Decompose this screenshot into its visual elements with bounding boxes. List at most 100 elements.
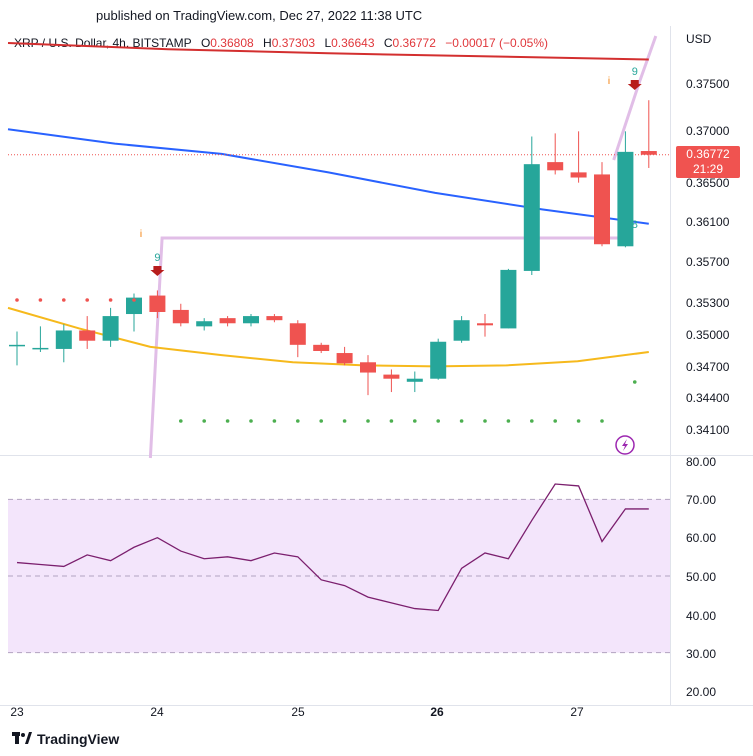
signal-dot-green <box>553 419 557 423</box>
candle-body <box>149 295 166 312</box>
ma-red-line <box>7 42 649 61</box>
trend-envelope-upper <box>612 35 658 161</box>
signal-dot-green <box>436 419 441 423</box>
price-tick-label: 0.35300 <box>686 296 730 310</box>
arrow-down-icon <box>627 80 642 90</box>
open-label: O <box>200 36 211 50</box>
bar-countdown: 21:29 <box>692 162 724 176</box>
time-tick-label: 23 <box>10 705 24 719</box>
signal-dot-green <box>202 419 206 423</box>
candle-body <box>126 297 142 315</box>
candle-body <box>430 341 447 379</box>
candle-body <box>406 378 423 382</box>
rsi-tick-label: 60.00 <box>686 531 716 545</box>
candle-body <box>172 309 189 324</box>
time-tick-label: 26 <box>430 705 444 719</box>
price-tick-label: 0.34100 <box>686 423 730 437</box>
tradingview-brand[interactable]: TradingView <box>12 731 119 747</box>
candle-body <box>477 323 493 326</box>
published-caption: published on TradingView.com, Dec 27, 20… <box>96 8 423 23</box>
price-tick-label: 0.35000 <box>686 328 730 342</box>
signal-dot-green <box>225 419 230 423</box>
td-count-top: 9 <box>632 66 638 78</box>
info-mark: i <box>608 76 610 87</box>
signal-dot-green <box>272 419 277 423</box>
signal-dot-green <box>342 419 347 423</box>
signal-dot-green <box>413 419 417 423</box>
lightning-icon <box>615 435 635 455</box>
info-mark: i <box>140 229 142 240</box>
price-tick-label: 0.35700 <box>686 255 730 269</box>
candle-body <box>266 316 283 321</box>
candle-body <box>32 347 49 350</box>
candle-body <box>9 344 25 347</box>
close-value: 0.36772 <box>392 36 436 50</box>
signal-dot-green <box>319 419 324 423</box>
trend-envelope-lower <box>148 236 633 459</box>
candle-body <box>219 318 236 324</box>
open-value: 0.36808 <box>210 36 254 50</box>
arrow-down-icon <box>150 266 165 276</box>
signal-dot-green <box>459 419 464 423</box>
signal-dot-red <box>62 298 66 302</box>
signal-dot-green <box>483 419 487 423</box>
rsi-tick-label: 30.00 <box>686 647 716 661</box>
candle-body <box>453 320 470 341</box>
signal-dot-red <box>132 298 136 302</box>
candle-body <box>313 344 330 351</box>
symbol-name: XRP / U.S. Dollar, 4h, BITSTAMP <box>14 36 192 50</box>
td-count-top: 9 <box>154 252 160 264</box>
price-tick-label: 0.37500 <box>686 77 730 91</box>
rsi-tick-label: 50.00 <box>686 570 716 584</box>
candle-body <box>55 330 72 349</box>
close-label: C <box>383 36 393 50</box>
price-tick-label: 0.34400 <box>686 391 730 405</box>
price-tick-label: 0.34700 <box>686 360 730 374</box>
time-tick-label: 25 <box>291 705 305 719</box>
last-price-value: 0.36772 <box>686 147 730 161</box>
signal-dot-green <box>296 419 300 423</box>
candle-body <box>640 151 657 155</box>
signal-dot-red <box>85 298 89 302</box>
signal-dot-green <box>576 419 581 423</box>
candle-body <box>523 164 540 271</box>
signal-dot-red <box>38 298 43 302</box>
candle-body <box>79 330 96 341</box>
signal-dot-red <box>15 298 19 302</box>
change-value: −0.00017 (−0.05%) <box>445 36 549 50</box>
currency-label[interactable]: USD <box>686 32 712 46</box>
candle-body <box>500 269 517 329</box>
candle-body <box>617 151 634 247</box>
candle-body <box>243 316 259 324</box>
candle-body <box>102 316 119 341</box>
rsi-tick-label: 80.00 <box>686 455 716 469</box>
td-count-bottom: 8 <box>632 219 638 231</box>
symbol-legend[interactable]: XRP / U.S. Dollar, 4h, BITSTAMP O0.36808… <box>14 36 548 50</box>
price-tick-label: 0.36100 <box>686 215 730 229</box>
candle-body <box>196 321 213 327</box>
signal-dot-red <box>108 298 113 302</box>
signal-dot-green <box>179 419 183 423</box>
candle-body <box>383 374 400 379</box>
candle-body <box>570 172 587 178</box>
signal-dot-green <box>600 419 604 423</box>
rsi-line <box>16 483 649 612</box>
signal-dot-green <box>366 419 370 423</box>
price-tick-label: 0.37000 <box>686 124 730 138</box>
rsi-tick-label: 40.00 <box>686 609 716 623</box>
candle-body <box>336 353 353 364</box>
low-label: L <box>324 36 332 50</box>
signal-dot-green <box>530 419 534 423</box>
lightning-bolt <box>622 439 628 451</box>
candle-body <box>289 323 306 345</box>
candle-body <box>547 162 564 171</box>
rsi-tick-label: 70.00 <box>686 493 716 507</box>
low-value: 0.36643 <box>331 36 375 50</box>
signal-dot-green <box>632 380 637 384</box>
signal-dot-green <box>389 419 394 423</box>
high-value: 0.37303 <box>271 36 316 50</box>
signal-dot-green <box>506 419 511 423</box>
candle-body <box>360 362 376 373</box>
signal-dot-green <box>249 419 253 423</box>
